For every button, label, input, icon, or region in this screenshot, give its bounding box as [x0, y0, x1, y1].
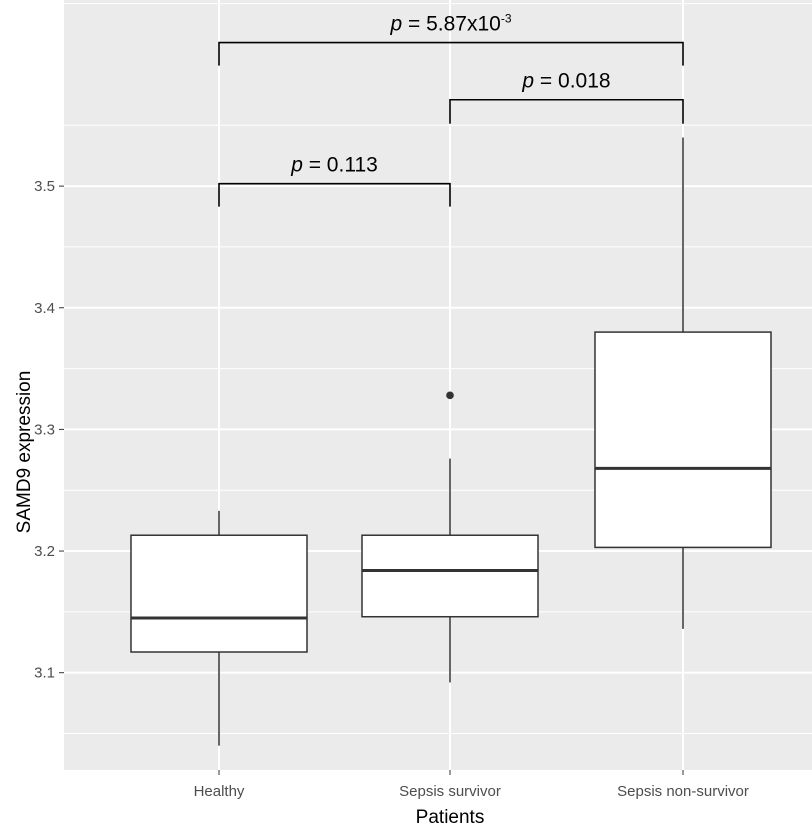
box-1: [130, 510, 308, 746]
x-tick-label: Sepsis non-survivor: [617, 783, 749, 800]
iqr-box: [130, 534, 308, 653]
box-3: [594, 137, 772, 629]
iqr-box: [594, 331, 772, 549]
iqr-box: [361, 534, 539, 618]
x-tick-label: Sepsis survivor: [399, 783, 501, 800]
bracket-line: [218, 182, 451, 207]
p-symbol: p: [290, 154, 303, 177]
p-value-label: p = 5.87x10-3: [389, 12, 511, 36]
p-exponent: -3: [501, 12, 512, 26]
bracket-line: [449, 98, 684, 124]
p-symbol: p: [521, 70, 534, 93]
p-value-label: p = 0.018: [521, 70, 610, 93]
y-tick-label: 3.3: [34, 421, 55, 438]
y-axis-title: SAMD9 expression: [14, 371, 35, 534]
boxes: [130, 137, 772, 746]
y-tick-label: 3.4: [34, 300, 55, 317]
p-value: = 5.87x10: [402, 13, 501, 36]
bracket-line: [218, 41, 684, 66]
x-axis-title: Patients: [416, 807, 485, 828]
p-value-label: p = 0.113: [290, 154, 378, 177]
x-tick-label: Healthy: [194, 783, 245, 800]
outlier-point: [446, 391, 454, 400]
p-symbol: p: [389, 13, 402, 36]
significance-bracket-1: p = 5.87x10-3: [218, 12, 684, 66]
axis-ticks: 3.1 3.2 3.3 3.4 3.5 Healthy Sepsis survivor Sep…: [34, 178, 749, 800]
p-value: = 0.018: [534, 70, 610, 93]
box-2: [361, 391, 539, 683]
p-value: = 0.113: [303, 154, 378, 177]
y-tick-label: 3.2: [34, 543, 55, 560]
y-tick-label: 3.5: [34, 178, 55, 195]
y-tick-label: 3.1: [34, 665, 55, 682]
significance-bracket-3: p = 0.113: [218, 154, 451, 207]
significance-bracket-2: p = 0.018: [449, 70, 684, 124]
